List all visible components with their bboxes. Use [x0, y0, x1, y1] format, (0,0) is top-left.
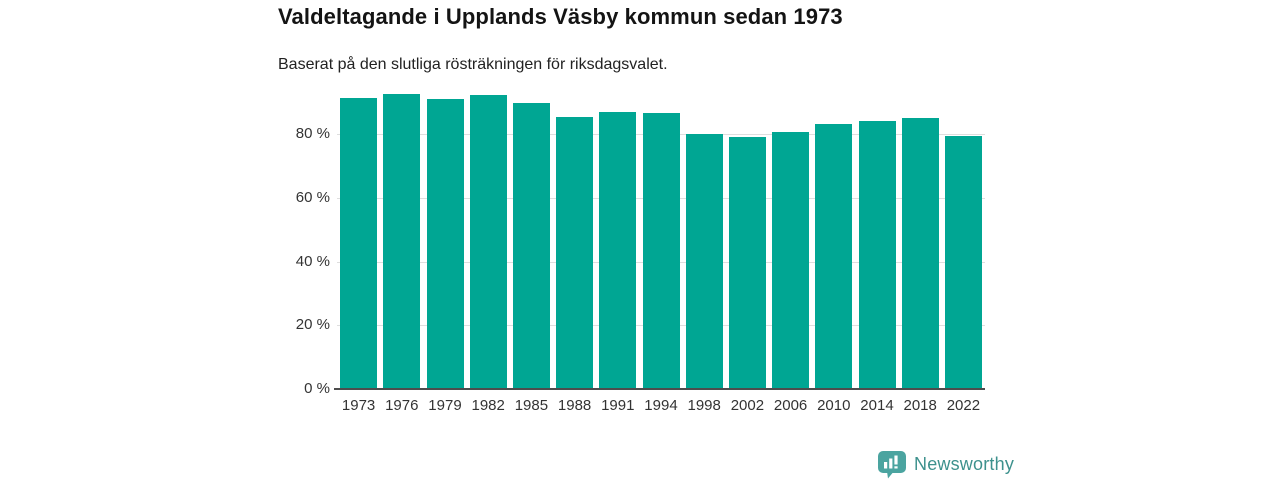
- x-tick-label: 1982: [471, 397, 505, 414]
- bar-1985: [512, 103, 550, 389]
- x-tick-label: 2014: [860, 397, 894, 414]
- bar-2018: [901, 118, 939, 389]
- bar-1991: [599, 112, 637, 389]
- x-tick-label: 1991: [601, 397, 635, 414]
- bar-2014: [858, 120, 896, 389]
- bar-1994: [642, 112, 680, 389]
- x-tick-label: 2010: [817, 397, 851, 414]
- x-tick-label: 2006: [773, 397, 808, 414]
- chart-subtitle: Baserat på den slutliga rösträkningen fö…: [278, 56, 668, 73]
- x-tick-label: 2002: [730, 397, 765, 414]
- x-tick-label: 2022: [946, 397, 981, 414]
- bar-1982: [469, 95, 507, 389]
- y-tick-label: 40 %: [295, 252, 330, 270]
- y-tick-label: 80 %: [295, 125, 330, 142]
- bar-2010: [815, 124, 853, 389]
- x-tick-label: 1976: [385, 397, 419, 414]
- brand-footer: Newsworthy: [877, 450, 1014, 479]
- x-tick-label: 1979: [428, 397, 462, 414]
- bar-1973: [340, 97, 378, 389]
- newsworthy-logo-icon: [878, 451, 906, 479]
- y-tick-label: 60 %: [295, 188, 330, 206]
- x-tick-label: 1994: [644, 397, 678, 414]
- chart-title: Valdeltagande i Upplands Väsby kommun se…: [278, 4, 843, 29]
- bar-2006: [772, 132, 810, 389]
- bar-2022: [944, 135, 982, 389]
- x-tick-label: 1973: [341, 397, 376, 414]
- x-axis-line: [334, 388, 985, 390]
- x-tick-label: 1985: [514, 397, 549, 414]
- y-tick-label: 20 %: [295, 316, 330, 334]
- bar-1998: [685, 134, 723, 389]
- y-tick-label: 0 %: [304, 380, 330, 397]
- bar-2002: [728, 137, 766, 389]
- bar-1988: [556, 117, 594, 389]
- x-tick-label: 1998: [687, 397, 721, 414]
- bar-1979: [426, 98, 464, 389]
- x-tick-label: 2018: [903, 397, 937, 414]
- x-tick-label: 1988: [557, 397, 592, 414]
- bar-1976: [383, 93, 421, 389]
- brand-name: Newsworthy: [914, 454, 1015, 474]
